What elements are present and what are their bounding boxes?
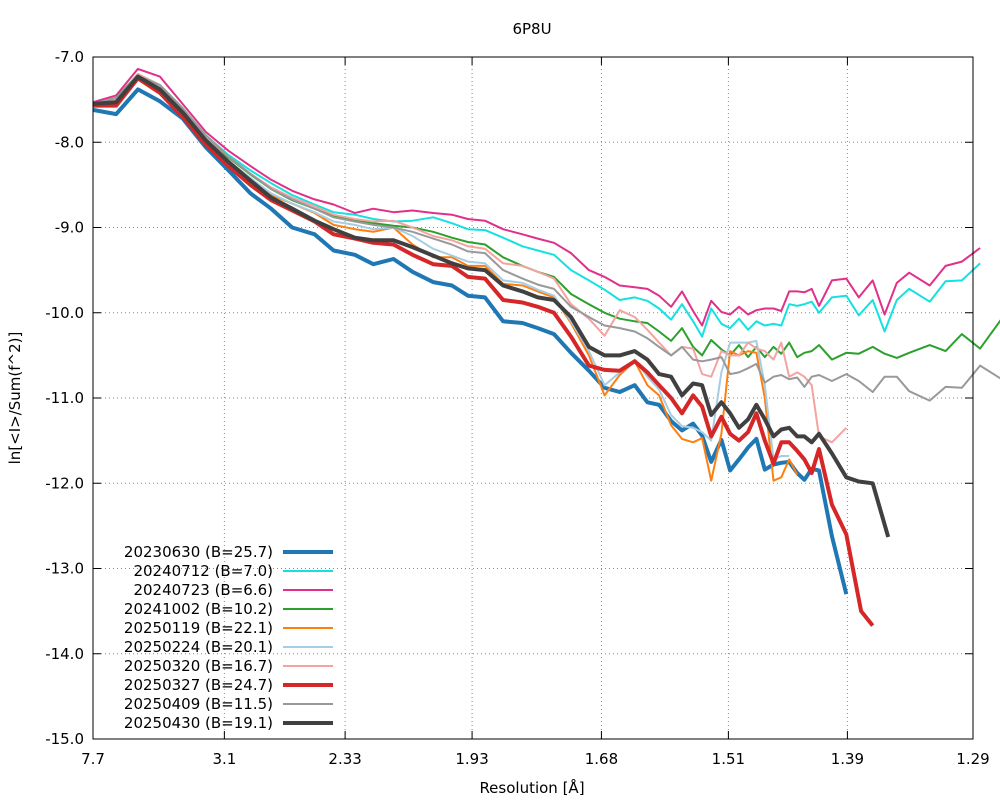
series-line [92, 74, 891, 538]
y-tick-label: -15.0 [45, 730, 84, 748]
x-tick-label: 1.68 [585, 750, 618, 768]
legend-label: 20250119 (B=22.1) [124, 619, 273, 637]
x-tick-label: 1.29 [956, 750, 989, 768]
legend-label: 20240723 (B=6.6) [133, 581, 273, 599]
y-tick-label: -10.0 [45, 304, 84, 322]
legend-label: 20250409 (B=11.5) [124, 695, 273, 713]
chart-title: 6P8U [512, 20, 551, 38]
series-line [92, 87, 849, 595]
series-line [92, 74, 1000, 402]
x-tick-label: 7.7 [81, 750, 105, 768]
y-tick-label: -8.0 [55, 133, 84, 151]
x-tick-label: 1.39 [831, 750, 864, 768]
x-tick-label: 1.93 [455, 750, 488, 768]
series-group [92, 67, 1000, 627]
x-tick-label: 3.1 [212, 750, 236, 768]
x-tick-label: 1.51 [712, 750, 745, 768]
legend-label: 20250327 (B=24.7) [124, 676, 273, 694]
y-axis-title: ln[<I>/Sum(f^2)] [6, 332, 24, 465]
y-tick-label: -7.0 [55, 48, 84, 66]
series-line [92, 67, 981, 327]
y-tick-label: -13.0 [45, 560, 84, 578]
legend-label: 20240712 (B=7.0) [133, 562, 273, 580]
x-axis-title: Resolution [Å] [479, 778, 584, 797]
legend: 20230630 (B=25.7)20240712 (B=7.0)2024072… [124, 543, 333, 732]
y-tick-label: -12.0 [45, 474, 84, 492]
series-line [92, 73, 1000, 361]
y-tick-label: -9.0 [55, 219, 84, 237]
legend-label: 20241002 (B=10.2) [124, 600, 273, 618]
y-tick-label: -11.0 [45, 389, 84, 407]
axis-ticks: 7.7 3.1 2.33 1.93 1.68 1.51 1.39 1.29 -7.0 -8.0 -9… [45, 48, 990, 768]
grid [93, 57, 973, 739]
x-tick-label: 2.33 [328, 750, 361, 768]
legend-label: 20250224 (B=20.1) [124, 638, 273, 656]
series-line [92, 73, 848, 444]
series-line [92, 74, 981, 338]
legend-label: 20250320 (B=16.7) [124, 657, 273, 675]
legend-label: 20230630 (B=25.7) [124, 543, 273, 561]
legend-label: 20250430 (B=19.1) [124, 714, 273, 732]
y-tick-label: -14.0 [45, 645, 84, 663]
series-line [92, 74, 790, 461]
